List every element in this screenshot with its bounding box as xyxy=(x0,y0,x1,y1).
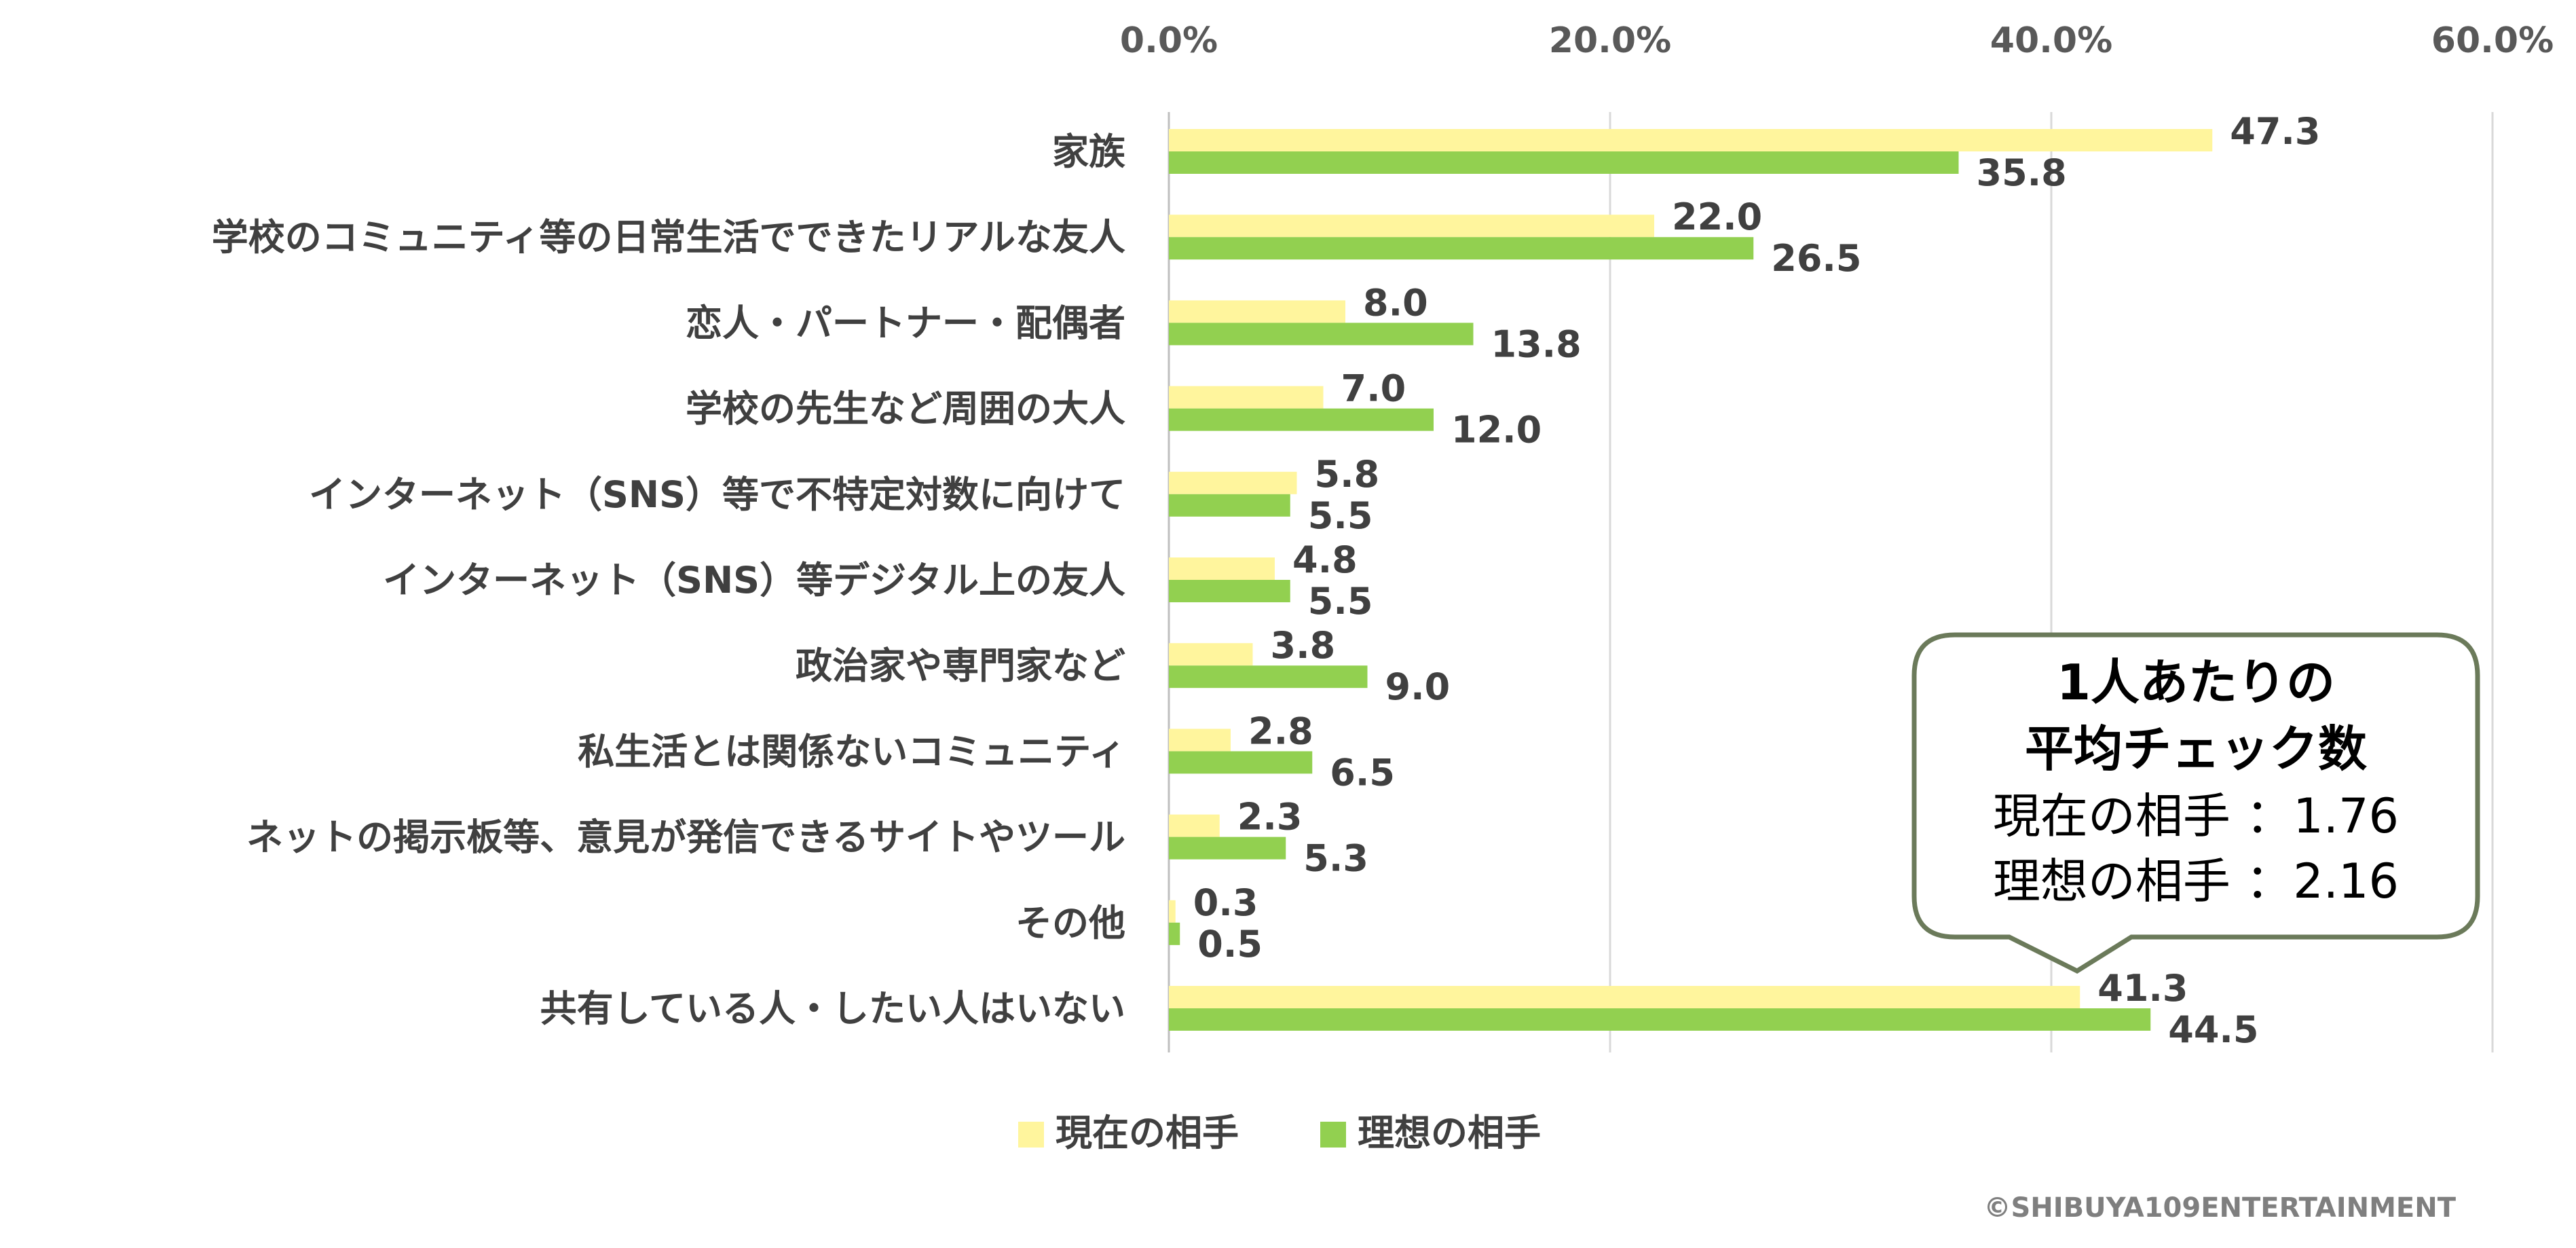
value-label-ideal: 35.8 xyxy=(1977,151,2067,194)
bars xyxy=(1169,129,2213,1031)
category-label: 政治家や専門家など xyxy=(796,644,1125,687)
bar-current xyxy=(1169,471,1297,494)
bar-current xyxy=(1169,215,1654,238)
callout-ideal-average: 理想の相手 ：2.16 xyxy=(1993,854,2399,909)
average-callout: 1人あたりの 平均チェック数 現在の相手 ：1.76 理想の相手 ：2.16 xyxy=(1911,632,2480,974)
legend-label-current: 現在の相手 xyxy=(1056,1112,1239,1154)
bar-ideal xyxy=(1169,1008,2151,1031)
legend-swatch-current xyxy=(1018,1122,1044,1148)
bar-current xyxy=(1169,900,1176,923)
category-labels: 家族学校のコミュニティ等の日常生活でできたリアルな友人恋人・パートナー・配偶者学… xyxy=(212,130,1125,1030)
bar-ideal xyxy=(1169,922,1180,945)
bar-current xyxy=(1169,300,1345,323)
bar-ideal xyxy=(1169,323,1474,346)
category-label: 恋人・パートナー・配偶者 xyxy=(686,301,1125,344)
value-label-ideal: 13.8 xyxy=(1491,323,1582,365)
bar-ideal xyxy=(1169,837,1286,860)
category-label: 学校のコミュニティ等の日常生活でできたリアルな友人 xyxy=(212,216,1125,259)
value-label-ideal: 5.5 xyxy=(1308,580,1373,623)
bar-ideal xyxy=(1169,580,1290,602)
bar-current xyxy=(1169,129,2213,151)
copyright: ©SHIBUYA109ENTERTAINMENT xyxy=(1983,1192,2456,1224)
callout-title-line2: 平均チェック数 xyxy=(2025,720,2367,777)
x-tick-label: 40.0% xyxy=(1990,20,2112,61)
x-tick-label: 60.0% xyxy=(2431,20,2554,61)
x-tick-label: 20.0% xyxy=(1549,20,1671,61)
bar-ideal xyxy=(1169,665,1368,689)
value-label-current: 0.3 xyxy=(1193,881,1258,924)
x-axis-ticks: 0.0% 20.0% 40.0% 60.0% xyxy=(1120,20,2554,61)
callout-current-average: 現在の相手 ：1.76 xyxy=(1993,788,2399,844)
value-label-ideal: 5.5 xyxy=(1308,494,1373,537)
value-labels: 47.335.822.026.58.013.87.012.05.85.54.85… xyxy=(1193,110,2321,1051)
category-label: ネットの掲示板等、意見が発信できるサイトやツール xyxy=(246,816,1125,859)
callout-border xyxy=(1911,632,2480,974)
category-label: その他 xyxy=(1015,902,1125,944)
x-tick-label: 0.0% xyxy=(1120,20,1218,61)
value-label-current: 2.3 xyxy=(1237,796,1303,839)
value-label-current: 2.8 xyxy=(1248,710,1313,752)
value-label-ideal: 9.0 xyxy=(1385,665,1451,708)
callout-title-line1: 1人あたりの xyxy=(2057,654,2335,711)
value-label-ideal: 0.5 xyxy=(1197,923,1263,966)
value-label-current: 4.8 xyxy=(1292,538,1358,581)
category-label: 学校の先生など周囲の大人 xyxy=(686,388,1125,430)
value-label-current: 22.0 xyxy=(1672,196,1762,238)
value-label-current: 41.3 xyxy=(2097,967,2188,1010)
value-label-ideal: 26.5 xyxy=(1771,237,1861,280)
bar-ideal xyxy=(1169,494,1290,517)
category-label: 家族 xyxy=(1052,130,1125,173)
bar-ideal xyxy=(1169,151,1959,174)
value-label-current: 8.0 xyxy=(1363,281,1428,324)
category-label: インターネット（SNS）等デジタル上の友人 xyxy=(383,559,1125,602)
legend-swatch-ideal xyxy=(1320,1122,1346,1148)
bar-current xyxy=(1169,557,1275,580)
value-label-ideal: 6.5 xyxy=(1330,751,1395,794)
bar-current xyxy=(1169,729,1231,752)
value-label-current: 7.0 xyxy=(1341,367,1406,410)
value-label-current: 3.8 xyxy=(1271,624,1336,667)
value-label-ideal: 12.0 xyxy=(1451,409,1542,452)
bar-ideal xyxy=(1169,751,1313,774)
value-label-ideal: 5.3 xyxy=(1303,837,1368,880)
value-label-current: 47.3 xyxy=(2230,110,2320,153)
value-label-ideal: 44.5 xyxy=(2168,1008,2258,1051)
value-label-current: 5.8 xyxy=(1315,453,1380,496)
legend-label-ideal: 理想の相手 xyxy=(1358,1112,1541,1154)
bar-ideal xyxy=(1169,237,1754,260)
category-label: インターネット（SNS）等で不特定対数に向けて xyxy=(309,473,1125,516)
bar-current xyxy=(1169,986,2080,1008)
bar-current xyxy=(1169,386,1324,409)
category-label: 私生活とは関係ないコミュニティ xyxy=(578,730,1125,773)
bar-current xyxy=(1169,643,1253,666)
bar-ideal xyxy=(1169,408,1434,431)
legend: 現在の相手 理想の相手 xyxy=(1018,1112,1541,1154)
category-label: 共有している人・したい人はいない xyxy=(540,987,1125,1030)
bar-current xyxy=(1169,814,1220,837)
